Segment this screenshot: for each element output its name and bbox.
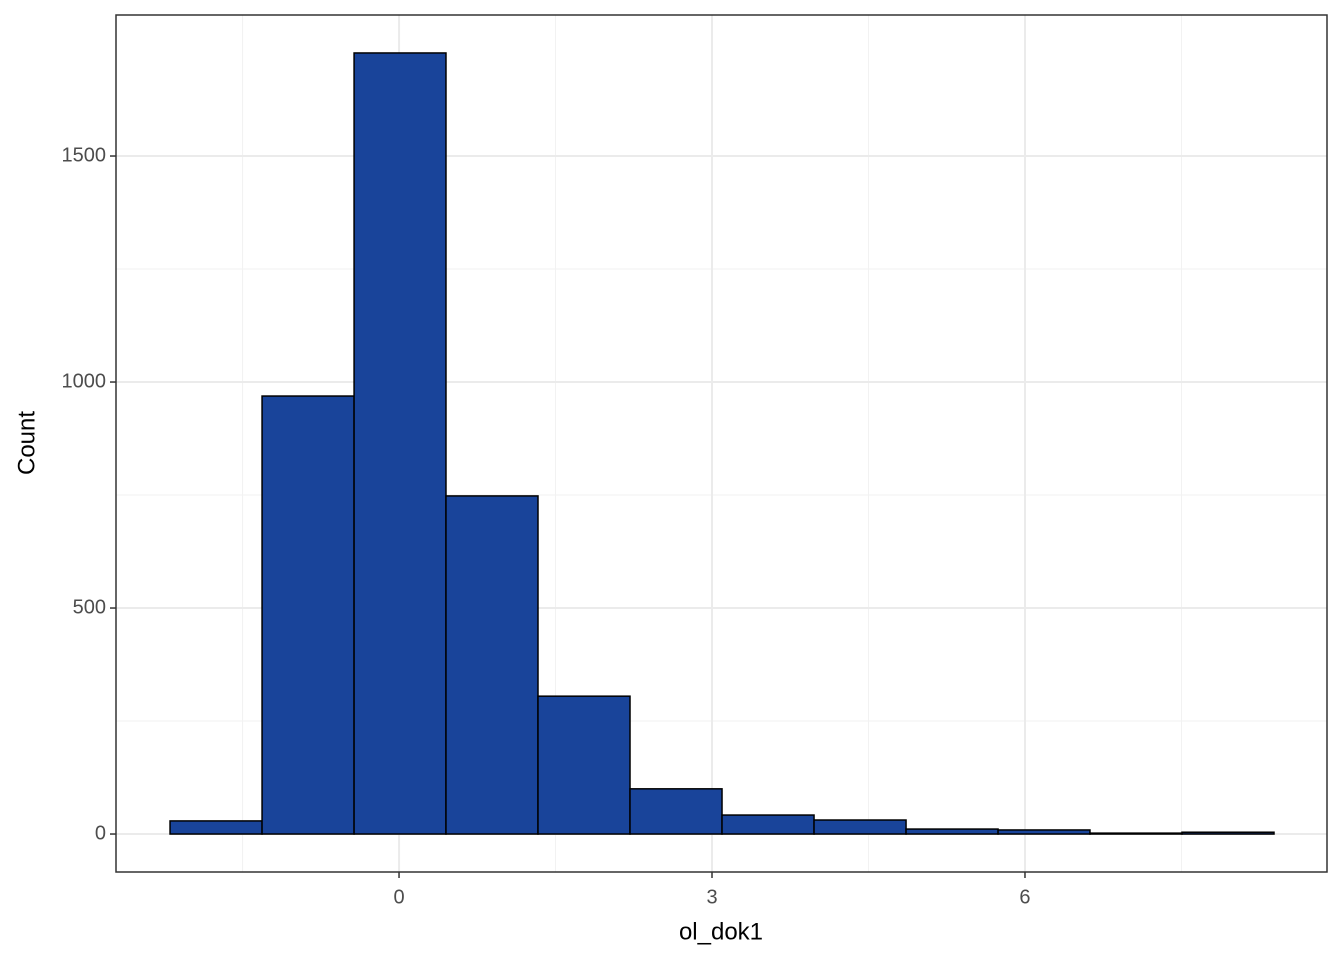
y-tick-label: 0 [95,822,106,844]
y-tick-label: 1500 [62,144,107,166]
bar [169,820,263,835]
bar [813,819,907,835]
bar [905,828,999,835]
bar [1089,832,1183,835]
x-tick-label: 3 [706,886,717,908]
bar [997,829,1091,835]
x-tick-label: 0 [393,886,404,908]
bar [1181,831,1275,835]
x-tick-label: 6 [1019,886,1030,908]
bar [353,52,447,835]
bar [537,695,631,835]
panel-border [115,14,1328,873]
y-axis-title: Count [13,411,40,475]
y-tick-label: 1000 [62,370,107,392]
bar [629,788,723,835]
bar [445,495,539,835]
bar [721,814,815,835]
y-tick-label: 500 [73,596,106,618]
bar [261,395,355,835]
x-axis-title: ol_dok1 [679,918,763,945]
